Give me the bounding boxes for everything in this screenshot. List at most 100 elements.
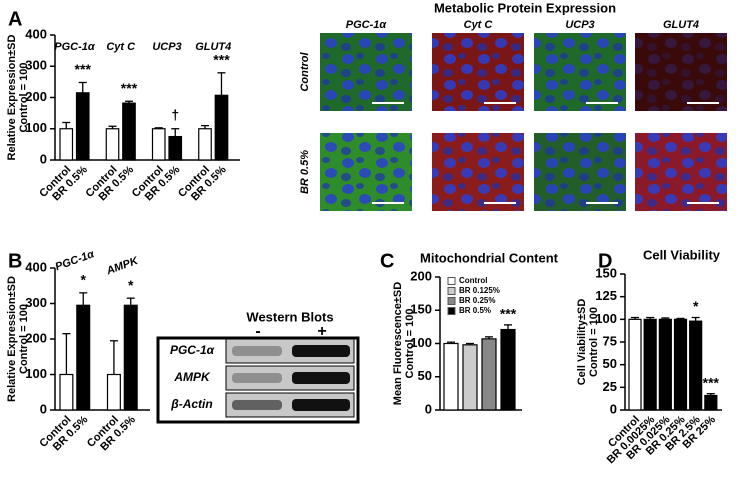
y-tick-label: 0 <box>610 401 617 416</box>
annotation: *** <box>213 52 230 68</box>
y-tick-label: 0 <box>425 401 432 416</box>
bar <box>122 102 136 161</box>
bar <box>500 328 516 411</box>
blot-frame <box>156 336 360 424</box>
y-tick-label: 300 <box>25 58 47 73</box>
bar <box>462 344 478 411</box>
legend-swatch <box>447 287 456 295</box>
blot-band <box>292 345 350 357</box>
error-bar <box>631 316 639 320</box>
blot-band <box>232 400 282 410</box>
category-label: Cyt C <box>106 41 136 53</box>
y-tick-label: 25 <box>603 379 617 394</box>
micro-nuclei <box>534 133 626 211</box>
error-bar <box>466 342 474 345</box>
legend-label: Control <box>459 276 487 285</box>
legend-swatch <box>447 307 456 315</box>
legend-label: BR 0.5% <box>459 306 491 315</box>
category-label: UCP3 <box>152 41 181 53</box>
annotation: *** <box>121 80 138 96</box>
micro-column: UCP3 <box>565 19 594 31</box>
y-tick-label: 0 <box>40 151 47 166</box>
bar <box>481 338 497 411</box>
annotation: *** <box>500 306 517 322</box>
bar <box>673 318 688 411</box>
error-bar <box>485 336 493 339</box>
y-axis-label: Relative Expression±SD <box>6 35 18 161</box>
blot-lane: - <box>255 323 260 340</box>
legend-swatch <box>447 277 456 285</box>
category-label: PGC-1α <box>54 41 96 53</box>
y-tick-label: 300 <box>25 295 47 310</box>
error-bar <box>126 297 135 306</box>
y-axis-label: Control = 100 <box>404 309 416 379</box>
bar <box>123 304 138 411</box>
error-bar <box>646 316 655 320</box>
micro-nuclei <box>635 133 727 211</box>
bar <box>198 128 212 161</box>
micro-row: BR 0.5% <box>299 150 311 194</box>
blot-title: Western Blots <box>246 309 333 324</box>
bar <box>75 92 90 161</box>
y-tick-label: 50 <box>418 368 432 383</box>
micro-title: Metabolic Protein Expression <box>434 0 616 15</box>
panel-label: A <box>8 8 22 30</box>
bar <box>658 318 672 411</box>
blot-band <box>232 346 282 356</box>
error-bar <box>691 316 700 322</box>
legend-label: BR 0.125% <box>459 286 500 295</box>
blot-lane: + <box>317 323 326 340</box>
y-tick-label: 75 <box>603 333 617 348</box>
annotation: * <box>81 272 87 288</box>
blot-row: AMPK <box>173 370 211 384</box>
category-label: GLUT4 <box>195 41 231 53</box>
y-axis-label: Mean Fluorescence±SD <box>392 282 404 405</box>
legend-label: BR 0.25% <box>459 296 495 305</box>
error-bar <box>79 292 88 306</box>
bar <box>168 135 183 161</box>
error-bar <box>109 340 118 375</box>
y-tick-label: 150 <box>595 265 617 280</box>
error-bar <box>706 393 715 396</box>
bar <box>76 304 91 411</box>
bar <box>59 128 74 161</box>
annotation: † <box>171 107 179 123</box>
error-bar <box>154 127 163 129</box>
error-bar <box>171 128 180 137</box>
y-axis-label: Control = 100 <box>18 304 30 374</box>
micro-nuclei <box>432 133 524 211</box>
blot-row: PGC-1α <box>170 343 215 357</box>
bar <box>704 394 718 411</box>
micro-nuclei <box>432 33 524 111</box>
error-bar <box>78 81 87 93</box>
legend-swatch <box>447 297 456 305</box>
micro-nuclei <box>320 133 412 211</box>
y-tick-label: 50 <box>603 356 617 371</box>
micro-column: GLUT4 <box>663 19 699 31</box>
annotation: * <box>128 277 134 293</box>
chart-title: Cell Viability <box>643 247 721 262</box>
y-tick-label: 200 <box>25 330 47 345</box>
micro-nuclei <box>534 33 626 111</box>
panel-label: D <box>598 250 612 272</box>
y-axis-label: Control = 100 <box>18 63 30 133</box>
bar <box>689 320 703 411</box>
micro-column: Cyt C <box>464 19 494 31</box>
bar <box>628 318 642 411</box>
y-tick-label: 100 <box>410 335 432 350</box>
micro-row: Control <box>299 52 311 92</box>
y-tick-label: 100 <box>25 120 47 135</box>
y-tick-label: 400 <box>25 259 47 274</box>
y-tick-label: 150 <box>410 302 432 317</box>
error-bar <box>108 125 117 129</box>
micro-nuclei <box>635 33 727 111</box>
error-bar <box>504 324 512 330</box>
category-label: PGC-1α <box>54 248 97 274</box>
error-bar <box>661 317 670 320</box>
blot-band <box>232 373 282 383</box>
annotation: *** <box>75 61 92 77</box>
panel-label: C <box>380 250 394 272</box>
error-bar <box>62 333 71 375</box>
y-tick-label: 200 <box>410 268 432 283</box>
